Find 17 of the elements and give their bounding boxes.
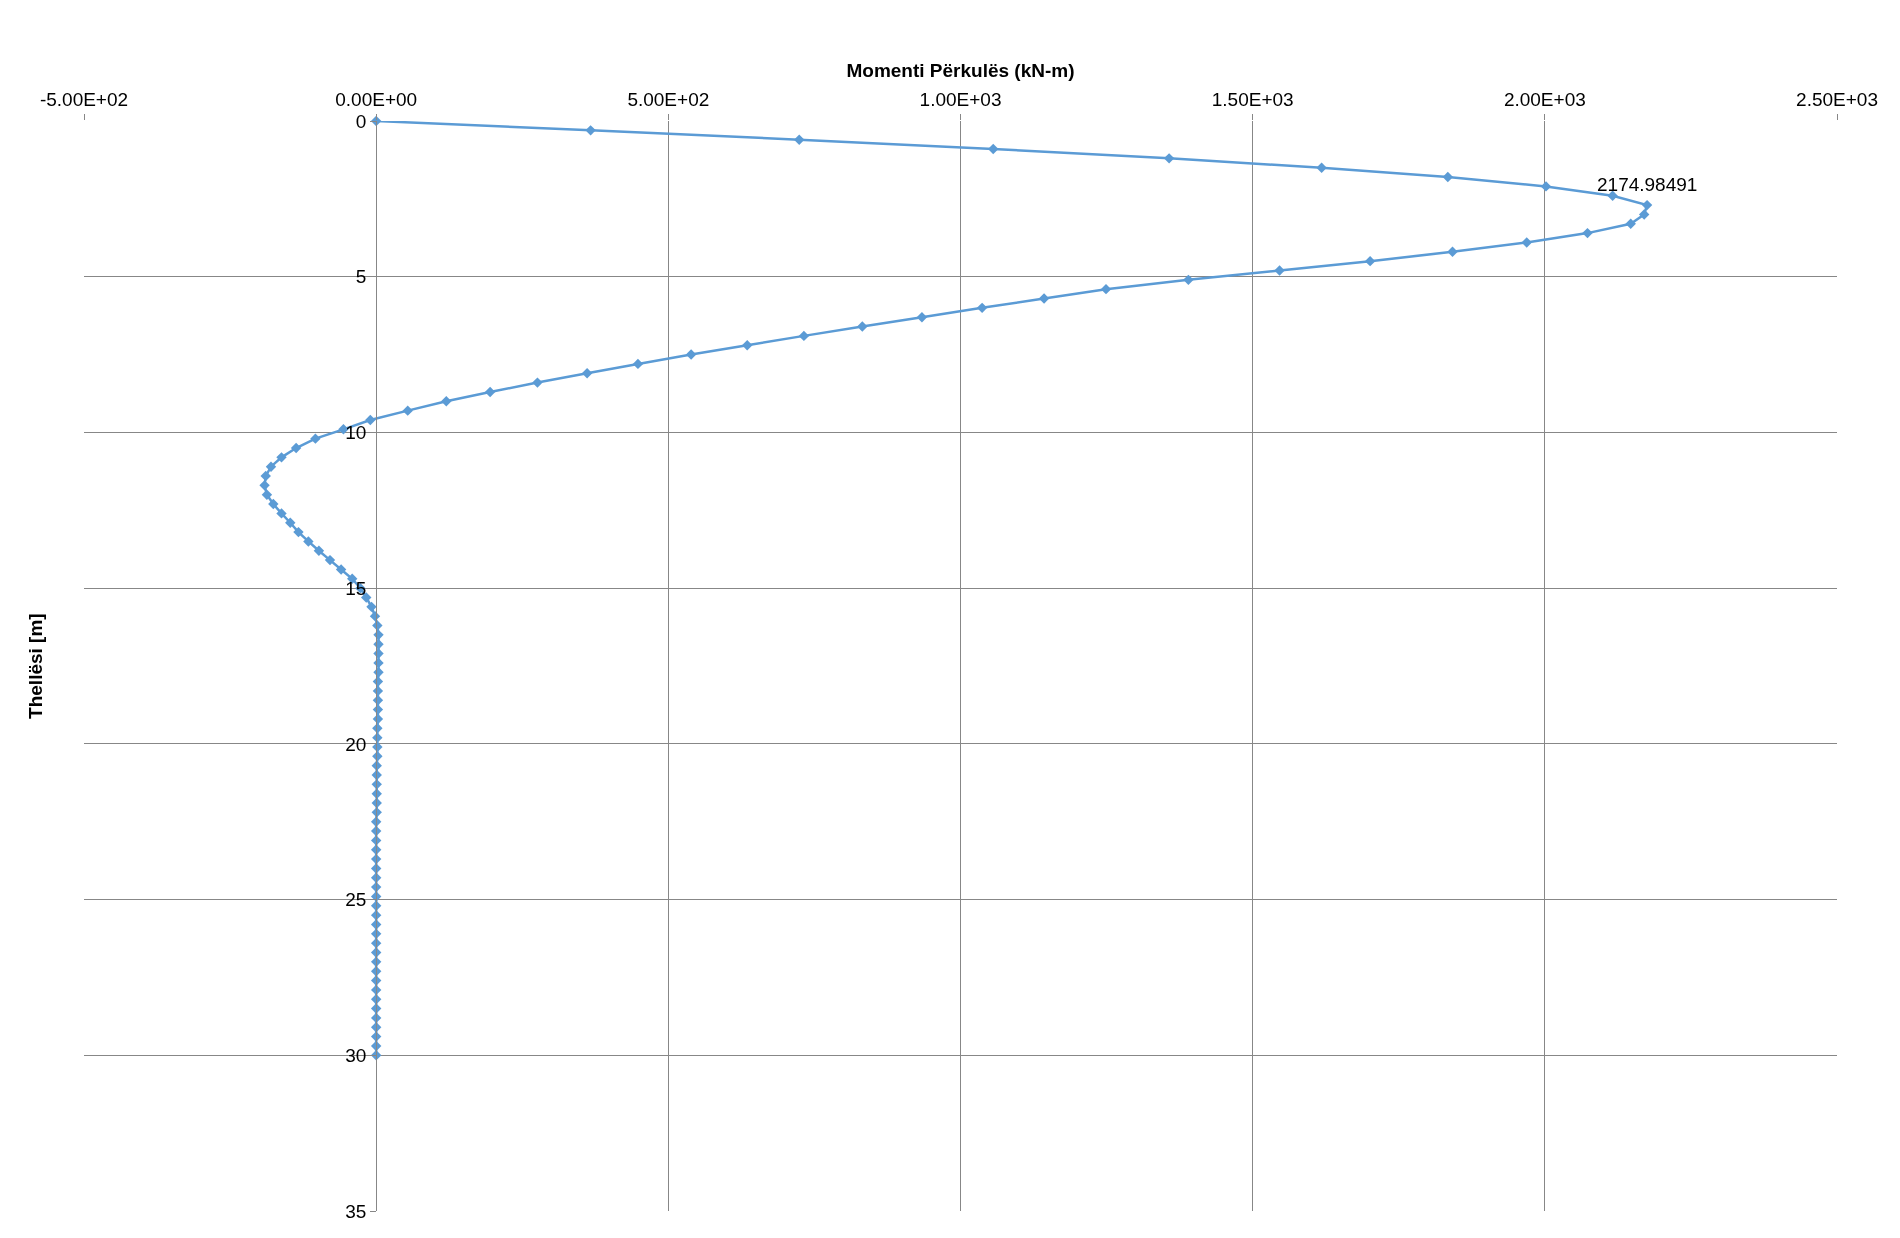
- x-tick-label: 2.50E+03: [1796, 89, 1878, 111]
- y-tick-label: 20: [345, 733, 367, 755]
- annotation: 2174.98491: [1597, 174, 1698, 195]
- x-tick-label: -5.00E+02: [39, 89, 129, 111]
- y-tick-label: 30: [345, 1044, 367, 1066]
- y-tick-label: 25: [345, 889, 367, 911]
- x-tick-label: 0.00E+00: [335, 89, 418, 111]
- y-tick-label: 0: [355, 110, 367, 132]
- x-tick-label: 2.00E+03: [1503, 89, 1586, 111]
- x-axis-title: Momenti Përkulës (kN-m): [846, 60, 1075, 82]
- x-tick-label: 5.00E+02: [627, 89, 710, 111]
- x-tick-label: 1.50E+03: [1211, 89, 1294, 111]
- y-tick-label: 35: [345, 1200, 367, 1222]
- x-tick-label: 1.00E+03: [919, 89, 1002, 111]
- y-axis-title: Thellësi [m]: [24, 613, 46, 719]
- y-tick-label: 10: [345, 422, 367, 444]
- y-tick-label: 5: [355, 266, 367, 288]
